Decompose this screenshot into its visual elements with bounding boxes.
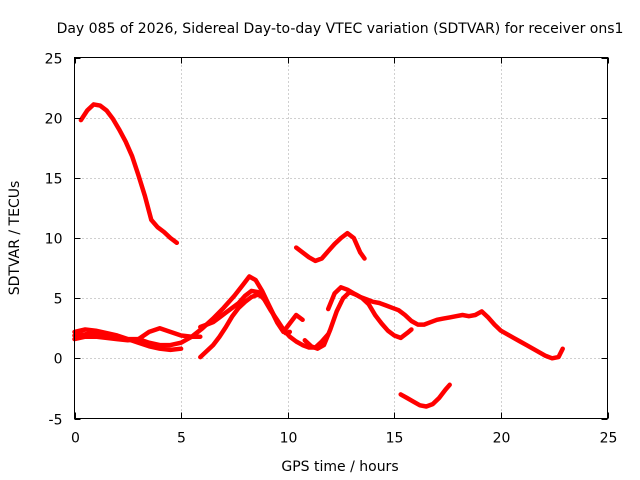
x-tick-label-5: 5 bbox=[177, 431, 186, 447]
y-axis-label: SDTVAR / TECUs bbox=[7, 181, 23, 296]
axis-ticks: 0 5 10 15 20 25 -5 0 5 10 15 20 25 bbox=[45, 52, 618, 447]
series-arc-2 bbox=[293, 230, 367, 264]
x-axis-label: GPS time / hours bbox=[281, 459, 398, 475]
x-tick-label-15: 15 bbox=[386, 431, 404, 447]
chart-title: Day 085 of 2026, Sidereal Day-to-day VTE… bbox=[57, 21, 624, 37]
x-tick-label-20: 20 bbox=[493, 431, 511, 447]
y-tick-label-0: 0 bbox=[54, 352, 63, 368]
y-tick-label-15: 15 bbox=[45, 172, 63, 188]
series-arc-3 bbox=[398, 382, 452, 409]
y-tick-label-20: 20 bbox=[45, 112, 63, 128]
x-tick-label-25: 25 bbox=[600, 431, 618, 447]
series-arc-8 bbox=[198, 292, 305, 360]
y-tick-label-5: 5 bbox=[54, 292, 63, 308]
series-arc-1 bbox=[78, 102, 180, 246]
data-series bbox=[72, 102, 565, 409]
y-tick-label-10: 10 bbox=[45, 232, 63, 248]
x-tick-label-10: 10 bbox=[280, 431, 298, 447]
series-arc-10 bbox=[325, 285, 565, 361]
y-tick-label-25: 25 bbox=[45, 52, 63, 68]
y-tick-label--5: -5 bbox=[49, 413, 63, 429]
x-tick-label-0: 0 bbox=[71, 431, 80, 447]
grid-lines bbox=[74, 57, 608, 419]
